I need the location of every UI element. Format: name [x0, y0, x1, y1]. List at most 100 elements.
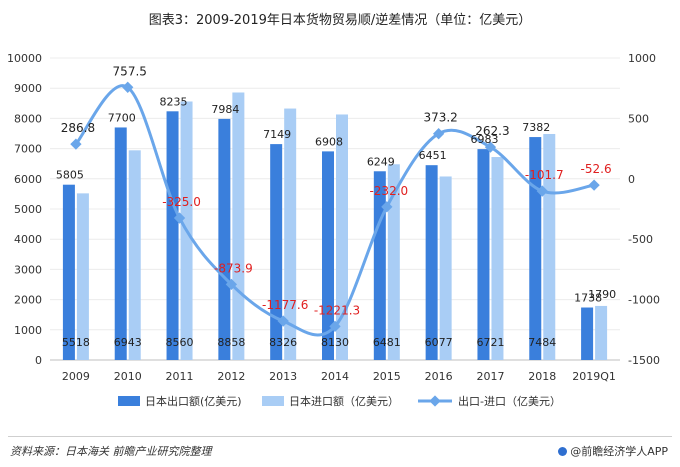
import-bar	[76, 193, 89, 360]
export-bar	[581, 307, 594, 360]
import-value-label: 6943	[114, 336, 142, 349]
category-label: 2015	[373, 370, 401, 383]
import-value-label: 8326	[269, 336, 297, 349]
import-value-label: 8858	[217, 336, 245, 349]
balance-value-label: -1177.6	[262, 298, 308, 312]
export-value-label: 8235	[160, 95, 188, 108]
left-tick-label: 10000	[7, 52, 42, 65]
export-value-label: 6249	[367, 155, 395, 168]
import-bar	[128, 150, 141, 360]
category-label: 2009	[62, 370, 90, 383]
legend-swatch-export	[118, 396, 140, 406]
balance-value-label: -101.7	[525, 168, 564, 182]
category-label: 2018	[528, 370, 556, 383]
left-tick-label: 4000	[14, 233, 42, 246]
balance-value-label: 757.5	[113, 64, 147, 78]
export-value-label: 7700	[108, 111, 136, 124]
left-tick-label: 2000	[14, 294, 42, 307]
balance-value-label: -52.6	[581, 162, 612, 176]
right-axis-ticks: -1500 -1000 -500 0 500 1000	[628, 52, 660, 367]
right-tick-label: 500	[628, 112, 649, 125]
source-note: 资料来源：日本海关 前瞻产业研究院整理	[10, 445, 212, 458]
left-tick-label: 5000	[14, 203, 42, 216]
chart: 图表3：2009-2019年日本货物贸易顺/逆差情况（单位：亿美元） 0 1000…	[7, 12, 660, 408]
import-bar	[595, 305, 608, 360]
brand-text: @前瞻经济学人APP	[570, 445, 668, 458]
data-labels: 5805 5518 7700 6943 8235 8560 7984 8858 7149 8326…	[56, 64, 616, 349]
export-value-label: 6908	[315, 135, 343, 148]
export-value-label: 7984	[211, 103, 239, 116]
category-labels: 2009 2010 2011 2012 2013 2014 2015 2016 2017 2018…	[62, 370, 616, 383]
balance-point	[173, 212, 186, 224]
export-bar	[477, 149, 490, 360]
balance-point	[484, 141, 497, 153]
balance-point	[381, 201, 393, 213]
export-value-label: 7382	[522, 121, 550, 134]
export-value-label: 1738	[574, 292, 602, 305]
balance-point	[588, 179, 600, 191]
legend-swatch-import	[262, 396, 284, 406]
balance-value-label: -325.0	[162, 195, 201, 209]
import-bar	[491, 157, 504, 360]
import-bar	[232, 92, 245, 360]
brand-logo-icon	[558, 447, 568, 456]
legend-label-balance: 出口-进口（亿美元）	[458, 394, 561, 408]
export-value-label: 6451	[419, 149, 447, 162]
import-value-label: 6077	[425, 336, 453, 349]
footer-rule	[8, 436, 672, 437]
left-tick-label: 6000	[14, 173, 42, 186]
import-value-label: 6721	[476, 336, 504, 349]
left-tick-label: 9000	[14, 82, 42, 95]
balance-point	[536, 185, 548, 197]
legend-label-export: 日本出口额(亿美元)	[145, 394, 242, 408]
balance-value-label: -1221.3	[314, 303, 360, 317]
legend-label-import: 日本进口额（亿美元）	[289, 394, 399, 408]
chart-title: 图表3：2009-2019年日本货物贸易顺/逆差情况（单位：亿美元）	[149, 12, 532, 28]
balance-value-label: -232.0	[369, 184, 408, 198]
right-tick-label: -1000	[628, 294, 660, 307]
export-bar	[114, 127, 127, 361]
balance-value-label: 262.3	[475, 124, 509, 138]
category-label: 2016	[425, 370, 453, 383]
legend-swatch-balance-marker	[429, 395, 441, 407]
export-bar	[218, 118, 231, 360]
import-value-label: 8130	[321, 336, 349, 349]
category-label: 2019Q1	[572, 370, 616, 383]
legend: 日本出口额(亿美元) 日本进口额（亿美元） 出口-进口（亿美元）	[118, 394, 561, 408]
balance-value-label: -873.9	[214, 261, 253, 275]
right-tick-label: 1000	[628, 52, 656, 65]
category-label: 2013	[269, 370, 297, 383]
balance-value-label: 373.2	[423, 111, 457, 125]
import-bar	[439, 176, 452, 360]
category-label: 2017	[476, 370, 504, 383]
right-tick-label: 0	[628, 173, 635, 186]
balance-line-path	[74, 84, 595, 337]
balance-point	[225, 278, 238, 291]
import-value-label: 6481	[373, 336, 401, 349]
export-bar	[270, 144, 283, 360]
import-value-label: 7484	[528, 336, 556, 349]
category-label: 2014	[321, 370, 349, 383]
balance-line	[70, 81, 600, 337]
category-label: 2012	[217, 370, 245, 383]
left-tick-label: 3000	[14, 263, 42, 276]
gridlines	[50, 57, 620, 361]
export-value-label: 6983	[470, 133, 498, 146]
export-bar	[373, 171, 386, 360]
left-tick-label: 1000	[14, 324, 42, 337]
export-bar	[166, 111, 179, 360]
export-bar	[322, 151, 334, 360]
balance-value-label: 286.8	[61, 121, 95, 135]
export-bar	[62, 184, 75, 360]
balance-point	[432, 128, 445, 140]
export-bar	[425, 165, 438, 360]
import-value-label: 8560	[166, 336, 194, 349]
category-label: 2011	[166, 370, 194, 383]
export-value-label: 7149	[263, 128, 291, 141]
right-tick-label: -1500	[628, 354, 660, 367]
left-tick-label: 0	[35, 354, 42, 367]
left-tick-label: 7000	[14, 143, 42, 156]
category-label: 2010	[114, 370, 142, 383]
left-tick-label: 8000	[14, 112, 42, 125]
import-bar	[336, 114, 348, 360]
